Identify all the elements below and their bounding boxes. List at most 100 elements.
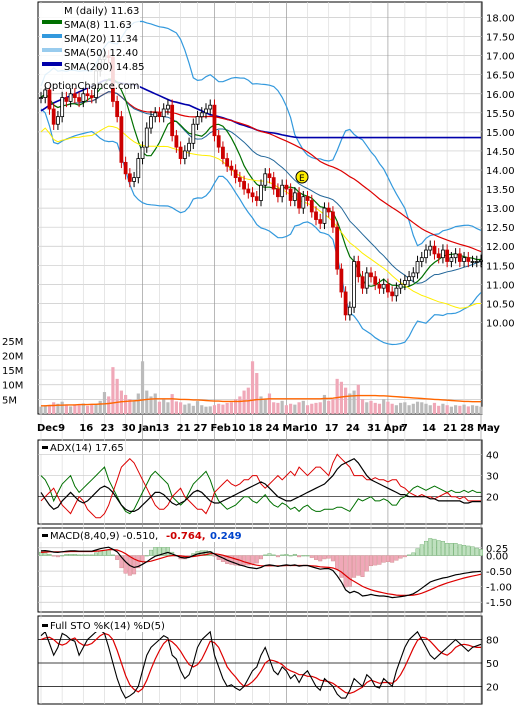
price-candle [153, 112, 158, 118]
price-candle [233, 169, 238, 179]
legend-swatch-sma8 [42, 20, 62, 24]
price-candle [428, 245, 433, 251]
price-candle [191, 123, 196, 144]
price-candle [246, 188, 251, 194]
price-candle [280, 184, 285, 198]
price-candle [347, 306, 352, 316]
volume-bar [441, 403, 445, 414]
macd-histogram-bar [305, 555, 310, 557]
price-candle [77, 97, 81, 102]
price-candle [229, 165, 234, 171]
macd-histogram-bar [229, 555, 234, 565]
x-tick-label: 10 [232, 423, 246, 434]
price-candle [415, 261, 420, 274]
volume-bar [47, 405, 52, 414]
macd-histogram-bar [85, 554, 90, 556]
earnings-marker: E [295, 170, 309, 184]
macd-histogram-bar [440, 540, 445, 556]
macd-title-name: MACD(8,40,9) [50, 531, 120, 542]
macd-histogram-bar [246, 555, 251, 566]
macd-histogram-bar [318, 555, 323, 562]
macd-histogram-bar [242, 555, 247, 566]
price-candle [237, 177, 242, 182]
price-candle [466, 257, 471, 262]
volume-bar [407, 405, 411, 414]
price-candle [326, 207, 331, 213]
macd-histogram-bar [373, 555, 378, 566]
price-candle [398, 283, 403, 289]
volume-bar [81, 403, 85, 414]
macd-histogram-bar [449, 543, 454, 556]
price-candle [64, 97, 69, 102]
legend-label-sma8: SMA(8) 11.63 [64, 20, 132, 31]
price-candle [301, 196, 306, 209]
price-tick-label: 16.50 [486, 71, 515, 82]
watermark: OptionChance.com [44, 81, 139, 92]
price-candle [254, 196, 259, 201]
x-tick-label: Dec [37, 423, 58, 434]
macd-histogram-bar [402, 555, 407, 558]
volume-bar [69, 406, 73, 414]
price-candle [479, 259, 483, 262]
macd-histogram-bar [110, 554, 115, 556]
price-candle [225, 158, 230, 167]
macd-histogram-bar [309, 555, 314, 558]
price-tick-label: 15.50 [486, 109, 515, 120]
volume-bar [415, 401, 420, 414]
macd-histogram-bar [106, 549, 111, 556]
adx-plus-di-line [40, 466, 481, 515]
volume-tick-label: 5M [2, 395, 17, 406]
macd-histogram-bar [339, 555, 344, 578]
volume-bar [352, 390, 356, 414]
adx-tick-label: 30 [486, 472, 499, 483]
price-candle [432, 245, 437, 255]
volume-bar [225, 402, 229, 414]
price-candle [457, 253, 462, 262]
volume-bar [191, 405, 195, 414]
macd-histogram-bar [436, 540, 441, 556]
price-candle [72, 93, 77, 98]
volume-bar [432, 402, 437, 414]
macd-histogram-bar [314, 555, 319, 560]
price-candle [390, 291, 395, 297]
price-candle [132, 177, 136, 182]
price-candle [170, 104, 175, 137]
price-candle [47, 89, 52, 110]
volume-bar [111, 367, 115, 414]
x-tick-label: 28 [460, 423, 474, 434]
macd-tick-label: -1.50 [486, 598, 512, 609]
volume-bar [377, 403, 382, 414]
legend-label-sma200: SMA(200) 14.85 [64, 62, 145, 73]
macd-histogram-bar [280, 554, 285, 556]
macd-histogram-bar [275, 555, 280, 558]
price-candle [250, 192, 255, 198]
price-title: M (daily) 11.63 [64, 6, 139, 17]
bollinger-lower-band [40, 108, 482, 346]
price-candle [178, 146, 183, 159]
macd-legend: MACD(8,40,9) -0.510, -0.764, 0.249 [40, 529, 266, 542]
macd-histogram-bar [411, 552, 416, 556]
volume-bar [39, 406, 43, 414]
volume-bar [229, 402, 233, 414]
volume-bar [314, 402, 318, 414]
adx-tick-label: 20 [486, 493, 499, 504]
price-candle [119, 116, 124, 163]
macd-histogram-bar [301, 555, 306, 557]
volume-bar [301, 400, 305, 414]
price-candle [343, 291, 348, 316]
macd-histogram-bar [390, 555, 395, 563]
x-tick-label: 30 [122, 423, 136, 434]
price-candle [314, 211, 318, 220]
price-tick-label: 12.50 [486, 223, 515, 234]
volume-bar [238, 396, 242, 414]
volume-bar [348, 393, 352, 414]
volume-bar [94, 403, 98, 414]
volume-bar [310, 403, 314, 414]
x-tick-label: 17 [325, 423, 339, 434]
price-candle [56, 116, 60, 125]
macd-histogram-bar [263, 554, 268, 556]
price-candle [144, 127, 149, 148]
price-candle [204, 108, 208, 114]
price-candle [424, 249, 428, 259]
